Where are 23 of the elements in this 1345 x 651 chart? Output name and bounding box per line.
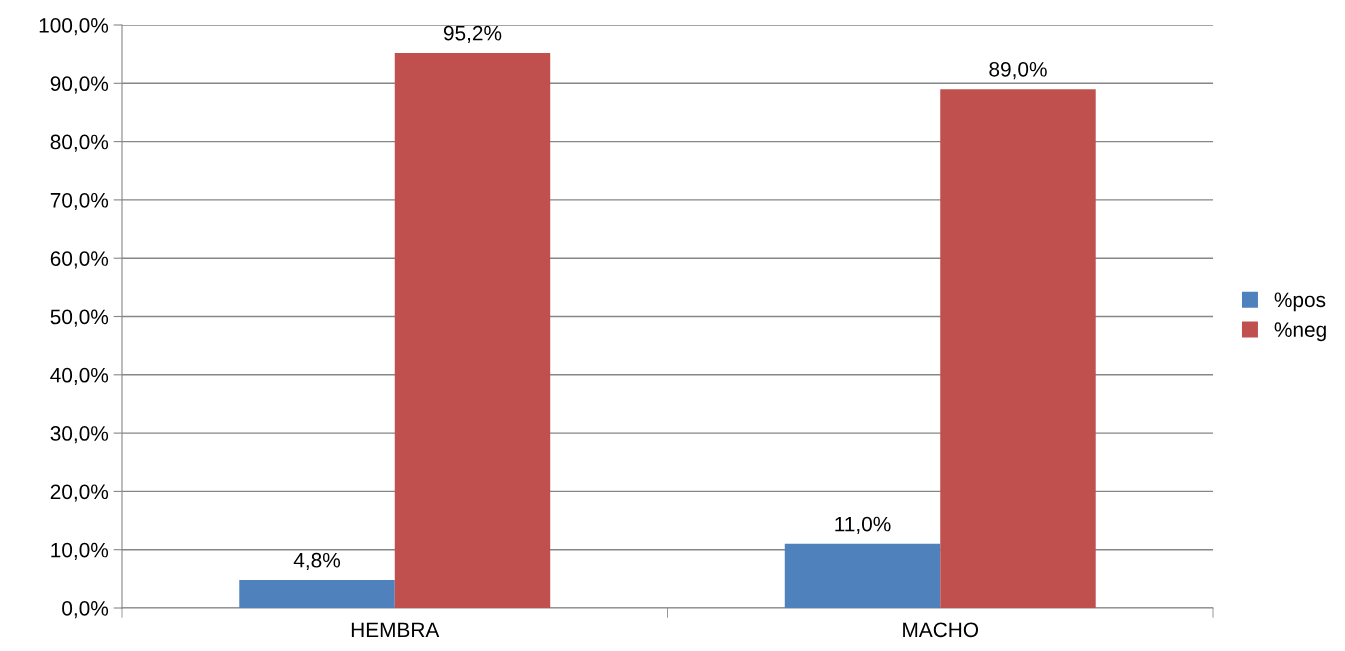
bar <box>394 52 551 608</box>
legend-label: %neg <box>1274 322 1326 342</box>
bar <box>239 580 395 608</box>
data-label: 4,8% <box>293 552 341 571</box>
x-tick-label: HEMBRA <box>351 622 440 637</box>
y-tick-label: 0,0% <box>62 601 109 619</box>
y-tick-label: 20,0% <box>50 484 109 502</box>
y-tick-label: 80,0% <box>50 134 109 152</box>
y-tick-label: 70,0% <box>50 192 109 211</box>
y-tick-label: 30,0% <box>50 426 109 444</box>
data-label: 11,0% <box>835 516 891 534</box>
data-label: 95,2% <box>443 25 502 43</box>
y-tick-label: 50,0% <box>50 309 109 327</box>
y-tick-label: 90,0% <box>50 76 109 94</box>
bar <box>940 89 1096 608</box>
legend-label: %pos <box>1274 292 1326 312</box>
y-tick-label: 100,0% <box>39 18 109 36</box>
y-tick-label: 40,0% <box>50 367 109 386</box>
y-tick-label: 10,0% <box>51 542 109 560</box>
x-tick-label: MACHO <box>903 622 979 638</box>
y-tick-label: 60,0% <box>50 251 109 269</box>
data-label: 89,0% <box>989 61 1047 80</box>
bar <box>784 543 941 608</box>
